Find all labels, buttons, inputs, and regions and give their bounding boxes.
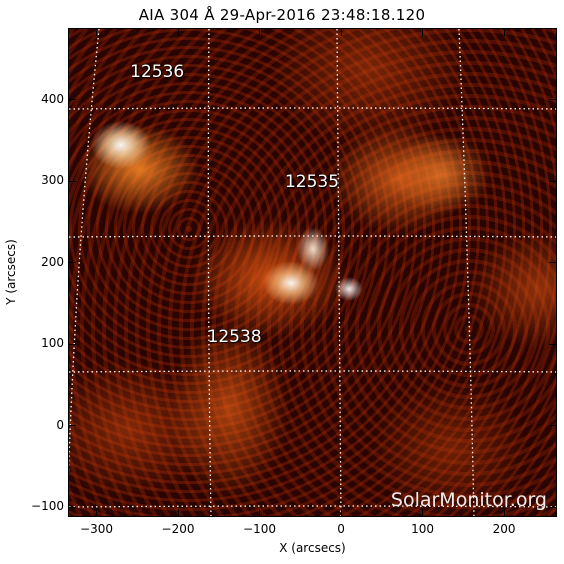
x-tick-mark xyxy=(259,509,261,517)
x-tick-label: 100 xyxy=(411,522,434,536)
x-tick-mark xyxy=(340,509,342,517)
active-region-label: 12538 xyxy=(207,327,262,348)
y-tick-mark xyxy=(68,262,76,264)
y-tick-mark xyxy=(549,262,557,264)
heliographic-grid xyxy=(69,29,556,516)
image-title: AIA 304 Å 29-Apr-2016 23:48:18.120 xyxy=(138,6,426,24)
x-tick-label: −100 xyxy=(243,522,276,536)
grid-line xyxy=(69,29,100,476)
y-tick-mark xyxy=(68,343,76,345)
solar-image-plot: 12536 12535 12538 SolarMonitor.org xyxy=(68,28,557,517)
x-tick-label: −200 xyxy=(161,522,195,536)
active-region-label: 12536 xyxy=(130,62,185,83)
grid-line xyxy=(336,29,342,516)
grid-line xyxy=(69,107,556,110)
y-tick-mark xyxy=(549,425,557,427)
y-tick-mark xyxy=(68,99,76,101)
x-tick-label: 0 xyxy=(337,522,345,536)
grid-line xyxy=(69,235,556,238)
y-tick-mark xyxy=(68,425,76,427)
x-axis-label: X (arcsecs) xyxy=(279,541,346,555)
x-tick-mark xyxy=(422,509,424,517)
y-tick-mark xyxy=(549,99,557,101)
grid-line xyxy=(458,29,475,516)
x-tick-mark xyxy=(96,28,98,36)
x-tick-mark xyxy=(503,509,505,517)
active-region-label: 12535 xyxy=(284,172,340,193)
x-tick-label: −300 xyxy=(80,522,113,536)
y-tick-label: 400 xyxy=(41,91,64,106)
watermark: SolarMonitor.org xyxy=(390,489,547,511)
x-tick-mark xyxy=(177,509,179,517)
y-tick-label: 200 xyxy=(41,254,64,269)
x-tick-mark xyxy=(340,28,342,36)
y-tick-mark xyxy=(68,506,76,508)
y-tick-label: −100 xyxy=(31,499,64,514)
y-tick-mark xyxy=(549,180,557,182)
grid-line xyxy=(69,370,556,373)
y-tick-mark xyxy=(549,343,557,345)
x-tick-mark xyxy=(259,28,261,36)
x-tick-mark xyxy=(422,28,424,36)
x-tick-mark xyxy=(96,509,98,517)
y-tick-label: 100 xyxy=(41,336,64,351)
x-tick-mark xyxy=(503,28,505,36)
y-axis-label: Y (arcsecs) xyxy=(4,239,18,305)
y-tick-label: 300 xyxy=(41,173,64,188)
x-tick-label: 200 xyxy=(492,522,516,536)
x-tick-mark xyxy=(177,28,179,36)
y-tick-mark xyxy=(68,180,76,182)
grid-line xyxy=(207,29,212,516)
y-tick-label: 0 xyxy=(56,417,64,432)
y-tick-mark xyxy=(549,506,557,508)
